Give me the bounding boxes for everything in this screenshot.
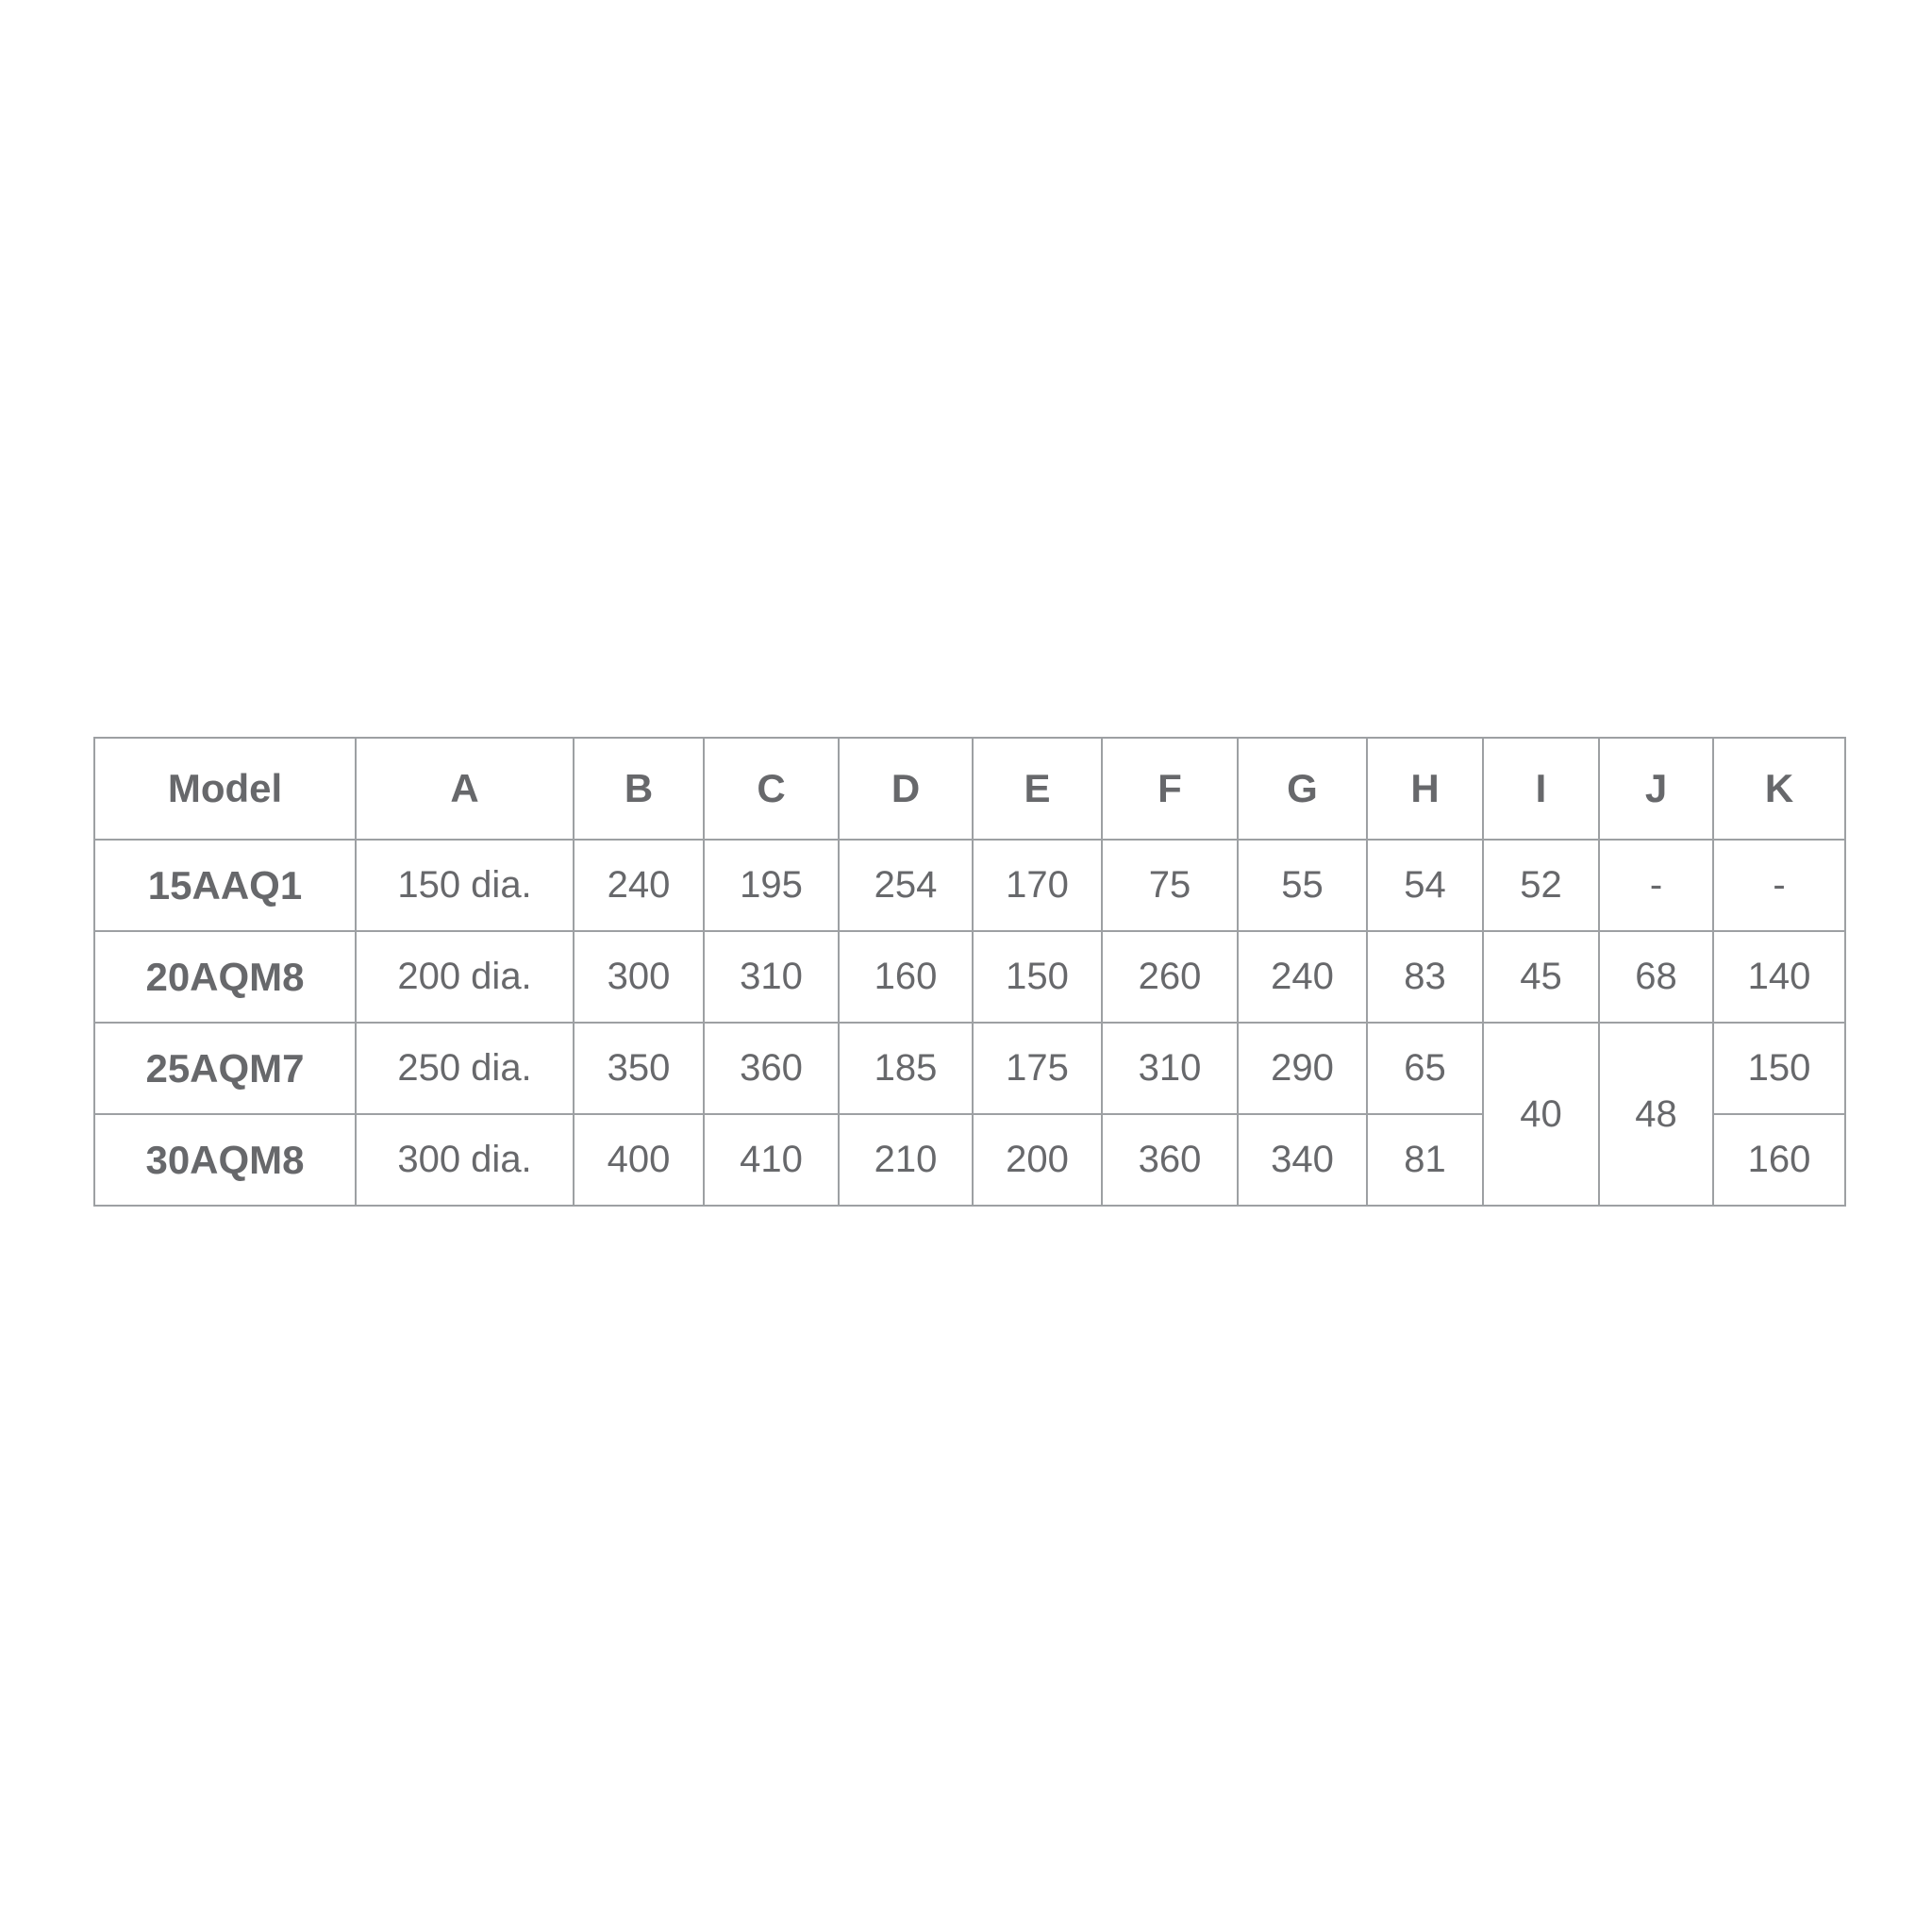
value-cell: 200 xyxy=(972,1113,1103,1207)
value-cell: 360 xyxy=(703,1022,840,1115)
value-cell: 254 xyxy=(838,839,974,932)
table-row: 25AQM7 250 dia. 350 360 185 175 310 290 … xyxy=(93,1022,1846,1207)
dimensions-table: Model A B C D E F G H I J K 15AAQ1 150 d… xyxy=(93,737,1846,1207)
value-cell: 160 xyxy=(838,930,974,1024)
value-cell: 54 xyxy=(1366,839,1484,932)
value-cell: 210 xyxy=(838,1113,974,1207)
value-cell-merged-i: 40 xyxy=(1482,1022,1600,1207)
table-row: 15AAQ1 150 dia. 240 195 254 170 75 55 54… xyxy=(93,839,1846,932)
value-cell: 340 xyxy=(1237,1113,1368,1207)
model-cell: 20AQM8 xyxy=(93,930,357,1024)
column-header-model: Model xyxy=(93,737,357,841)
column-header-a: A xyxy=(355,737,575,841)
value-cell: 300 xyxy=(573,930,705,1024)
value-cell: 400 xyxy=(573,1113,705,1207)
value-cell: 65 xyxy=(1366,1022,1484,1115)
value-cell: 185 xyxy=(838,1022,974,1115)
value-cell: 410 xyxy=(703,1113,840,1207)
value-cell: 150 xyxy=(1712,1022,1846,1115)
column-header-j: J xyxy=(1598,737,1714,841)
value-cell: 150 xyxy=(972,930,1103,1024)
value-cell: 310 xyxy=(703,930,840,1024)
value-cell: - xyxy=(1598,839,1714,932)
value-cell: 55 xyxy=(1237,839,1368,932)
header-row: Model A B C D E F G H I J K xyxy=(93,737,1846,841)
value-cell: - xyxy=(1712,839,1846,932)
value-cell: 68 xyxy=(1598,930,1714,1024)
value-cell: 290 xyxy=(1237,1022,1368,1115)
value-cell: 83 xyxy=(1366,930,1484,1024)
value-cell: 250 dia. xyxy=(355,1022,575,1115)
value-cell: 240 xyxy=(1237,930,1368,1024)
value-cell: 260 xyxy=(1101,930,1239,1024)
value-cell: 45 xyxy=(1482,930,1600,1024)
value-cell: 200 dia. xyxy=(355,930,575,1024)
model-cell: 30AQM8 xyxy=(93,1113,357,1207)
column-header-d: D xyxy=(838,737,974,841)
value-cell: 300 dia. xyxy=(355,1113,575,1207)
value-cell: 52 xyxy=(1482,839,1600,932)
column-header-i: I xyxy=(1482,737,1600,841)
value-cell: 160 xyxy=(1712,1113,1846,1207)
model-cell: 15AAQ1 xyxy=(93,839,357,932)
table-row: 20AQM8 200 dia. 300 310 160 150 260 240 … xyxy=(93,930,1846,1024)
value-cell: 360 xyxy=(1101,1113,1239,1207)
column-header-k: K xyxy=(1712,737,1846,841)
value-cell: 140 xyxy=(1712,930,1846,1024)
column-header-b: B xyxy=(573,737,705,841)
column-header-g: G xyxy=(1237,737,1368,841)
column-header-e: E xyxy=(972,737,1103,841)
value-cell: 310 xyxy=(1101,1022,1239,1115)
value-cell: 75 xyxy=(1101,839,1239,932)
value-cell: 240 xyxy=(573,839,705,932)
value-cell: 350 xyxy=(573,1022,705,1115)
column-header-c: C xyxy=(703,737,840,841)
table-row: 30AQM8 300 dia. 400 410 210 200 360 340 … xyxy=(93,1113,1846,1207)
column-header-h: H xyxy=(1366,737,1484,841)
model-cell: 25AQM7 xyxy=(93,1022,357,1115)
value-cell: 150 dia. xyxy=(355,839,575,932)
value-cell: 175 xyxy=(972,1022,1103,1115)
dimensions-table-wrap: Model A B C D E F G H I J K 15AAQ1 150 d… xyxy=(93,737,1846,1207)
value-cell-merged-j: 48 xyxy=(1598,1022,1714,1207)
value-cell: 81 xyxy=(1366,1113,1484,1207)
value-cell: 195 xyxy=(703,839,840,932)
column-header-f: F xyxy=(1101,737,1239,841)
value-cell: 170 xyxy=(972,839,1103,932)
